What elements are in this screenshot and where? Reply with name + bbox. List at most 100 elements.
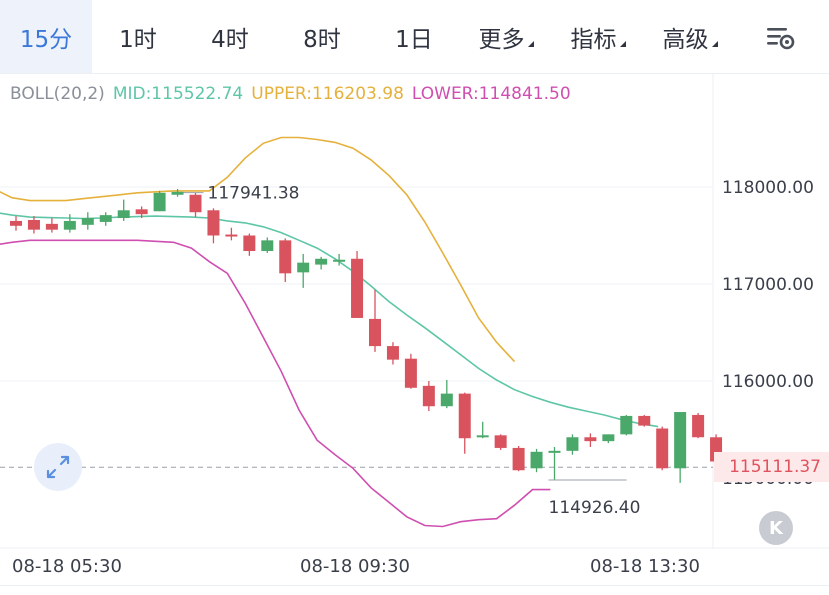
- dropdown-caret-icon: [527, 40, 534, 47]
- candle: [261, 237, 274, 253]
- candle: [99, 212, 112, 226]
- candle: [476, 421, 489, 439]
- candle-body: [279, 240, 292, 274]
- candle-body: [369, 318, 381, 347]
- time-tick-1: 08-18 09:30: [300, 556, 410, 577]
- candle: [386, 342, 399, 365]
- candle-body: [638, 415, 651, 426]
- tab-15min[interactable]: 15分: [0, 0, 92, 73]
- candle-body: [225, 234, 238, 237]
- candle: [369, 289, 381, 352]
- candle-body: [135, 209, 148, 215]
- low-price-label: 114926.40: [549, 498, 641, 518]
- candle-body: [548, 450, 561, 453]
- candle-body: [81, 218, 94, 225]
- boll-name: BOLL(20,2): [10, 84, 105, 104]
- candle-body: [351, 258, 364, 318]
- bollinger-bands: [0, 136, 659, 528]
- tab-advanced-dropdown[interactable]: 高级: [644, 0, 736, 73]
- expand-chart-button[interactable]: [34, 443, 82, 491]
- candle: [333, 253, 346, 266]
- candle: [243, 233, 256, 256]
- expand-icon: [46, 455, 70, 479]
- candle-body: [476, 435, 489, 438]
- candle-body: [243, 235, 256, 252]
- candle: [27, 216, 40, 234]
- candle: [207, 208, 220, 244]
- candle: [297, 253, 310, 288]
- candle-body: [27, 219, 40, 230]
- boll-upper-line: [0, 136, 516, 363]
- candles: [10, 188, 723, 483]
- candle-body: [512, 447, 525, 471]
- tab-more-dropdown[interactable]: 更多: [460, 0, 552, 73]
- candle: [45, 218, 58, 233]
- candle: [692, 413, 705, 439]
- tab-label: 1时: [119, 26, 157, 53]
- candle: [674, 412, 687, 483]
- candle: [602, 434, 615, 444]
- tab-label: 1日: [395, 26, 433, 53]
- candle-body: [45, 223, 58, 230]
- candle: [656, 426, 669, 471]
- price-tick-label: 117000.00: [722, 275, 814, 295]
- tab-8h[interactable]: 8时: [276, 0, 368, 73]
- candle: [351, 251, 364, 318]
- candle: [10, 216, 22, 231]
- candle: [530, 448, 543, 473]
- candle-body: [10, 220, 22, 226]
- chart-annotations: 117941.38 114926.40: [183, 184, 641, 518]
- chart-settings-button[interactable]: [757, 14, 803, 60]
- price-tick-label: 118000.00: [722, 178, 814, 198]
- candle-body: [99, 215, 112, 222]
- candle: [189, 192, 202, 218]
- chevron-left-icon: K: [769, 517, 783, 539]
- candle-body: [117, 210, 130, 219]
- dropdown-caret-icon: [619, 40, 626, 47]
- tab-indicators-dropdown[interactable]: 指标: [552, 0, 644, 73]
- candle-body: [315, 258, 328, 265]
- candle: [440, 380, 453, 409]
- tab-label: 更多: [478, 26, 525, 53]
- chart-settings-icon: [767, 28, 795, 50]
- candle: [279, 238, 292, 283]
- bottom-divider: [0, 585, 829, 586]
- candle: [117, 199, 130, 221]
- tab-label: 15分: [19, 26, 73, 53]
- candle: [81, 212, 94, 230]
- candle: [458, 392, 471, 454]
- candle: [422, 381, 435, 412]
- high-price-label: 117941.38: [208, 184, 300, 204]
- tab-1h[interactable]: 1时: [92, 0, 184, 73]
- candle-body: [404, 358, 417, 388]
- candle: [494, 434, 507, 450]
- candle-body: [171, 191, 184, 195]
- candle: [315, 256, 328, 270]
- candle: [548, 446, 561, 480]
- time-tick-2: 08-18 13:30: [590, 556, 700, 577]
- candle-body: [494, 435, 507, 448]
- candle-body: [153, 192, 166, 212]
- boll-upper-value: UPPER:116203.98: [251, 84, 404, 104]
- candle-body: [207, 210, 220, 236]
- candle-body: [530, 451, 543, 469]
- candle: [512, 445, 525, 472]
- candle-body: [692, 414, 705, 438]
- candle: [566, 434, 579, 455]
- dropdown-caret-icon: [711, 40, 718, 47]
- candle-body: [440, 393, 453, 407]
- boll-lower-value: LOWER:114841.50: [411, 84, 571, 104]
- boll-lower-line: [0, 239, 551, 528]
- candle: [153, 190, 166, 212]
- candle-body: [620, 415, 633, 435]
- candle-body: [422, 385, 435, 407]
- tab-label: 高级: [662, 26, 709, 53]
- candle: [620, 414, 633, 436]
- price-tick-label: 116000.00: [722, 372, 814, 392]
- scroll-to-latest-button[interactable]: K: [759, 511, 793, 545]
- tab-4h[interactable]: 4时: [184, 0, 276, 73]
- candle-body: [261, 240, 274, 252]
- tab-1d[interactable]: 1日: [368, 0, 460, 73]
